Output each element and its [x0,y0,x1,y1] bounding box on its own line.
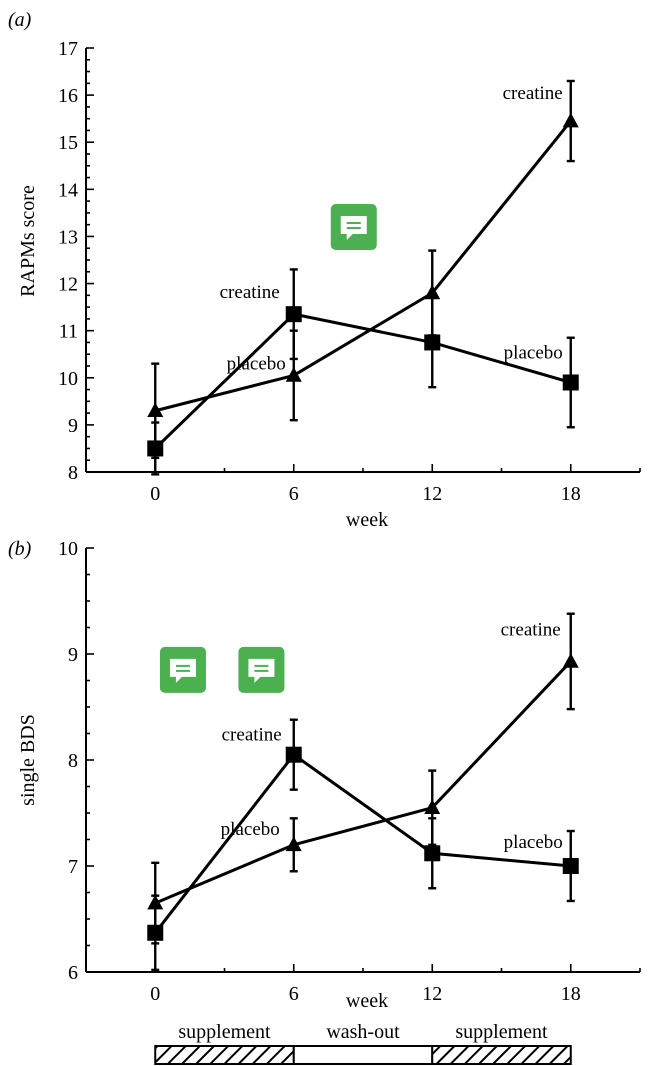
series-label: placebo [504,342,563,363]
y-tick-label: 15 [58,132,78,154]
triangle-marker [562,112,579,128]
triangle-marker [424,799,441,814]
series-label: creatine [220,282,280,303]
y-tick-label: 17 [58,38,78,60]
comment-icon[interactable] [330,204,377,251]
phase-bar: supplement wash-out supplement [154,1021,572,1065]
square-marker [562,374,579,391]
series-label: placebo [221,819,280,840]
x-tick-label: 12 [422,483,442,505]
phase-segment [431,1045,572,1065]
square-marker [285,306,302,323]
series-line-square [154,312,572,450]
triangle-marker [147,402,164,418]
panel-a: (a) RAPMs score week 8 9 10 11 12 13 14 15 16 17 0… [8,9,641,531]
phase-segment [292,1045,434,1065]
phase-label: supplement [178,1021,271,1043]
triangle-marker [285,836,302,852]
series-line-triangle [154,660,572,905]
y-tick-label: 8 [68,750,78,772]
series-label: creatine [501,619,561,640]
y-tick-label: 12 [58,274,78,296]
x-tick-label: 18 [561,983,581,1005]
y-tick-label: 9 [68,644,78,666]
series-line-square [154,752,571,934]
panel-b-plot: 6 7 8 9 10 0 6 12 18 placebo creatine creatine place… [58,538,641,1005]
x-tick-label: 18 [561,483,581,505]
y-tick-label: 8 [68,462,78,484]
y-tick-label: 10 [58,368,78,390]
square-marker [147,440,164,457]
phase-segment [154,1045,295,1065]
y-tick-label: 10 [58,538,78,560]
series-label: placebo [504,832,563,853]
square-marker [424,334,441,351]
comment-icon[interactable] [238,646,285,693]
series-label: placebo [227,353,286,374]
x-tick-label: 0 [150,983,160,1005]
triangle-marker [562,653,579,668]
square-marker [562,858,579,874]
square-marker [147,924,164,941]
y-tick-label: 14 [58,179,78,201]
phase-label: supplement [455,1021,548,1043]
triangle-marker [285,367,302,382]
panel-a-plot: 8 9 10 11 12 13 14 15 16 17 0 6 12 18 placebo creatine c… [58,38,641,505]
series-label: creatine [503,83,563,104]
series-line-triangle [154,120,572,413]
square-marker [285,746,302,763]
y-tick-label: 9 [68,415,78,437]
square-marker [424,845,441,862]
x-tick-label: 6 [289,483,299,505]
series-label: creatine [222,725,282,746]
phase-label: wash-out [326,1021,400,1043]
panel-b-label: (b) [8,538,32,560]
panel-b-xlabel: week [346,990,388,1012]
panel-a-label: (a) [8,9,32,31]
y-tick-label: 13 [58,226,78,248]
x-tick-label: 12 [422,983,442,1005]
x-tick-label: 0 [150,483,160,505]
y-tick-label: 7 [68,856,78,878]
panel-b: (b) single BDS week 6 7 8 9 10 0 6 12 18 placebo c… [8,538,641,1012]
panel-a-ylabel: RAPMs score [17,185,39,297]
y-tick-label: 6 [68,962,78,984]
panel-b-ylabel: single BDS [17,714,39,806]
x-tick-label: 6 [289,983,299,1005]
y-tick-label: 11 [59,321,78,343]
panel-a-xlabel: week [346,509,388,531]
comment-icon[interactable] [159,646,206,693]
y-tick-label: 16 [58,85,78,107]
triangle-marker [424,284,441,300]
